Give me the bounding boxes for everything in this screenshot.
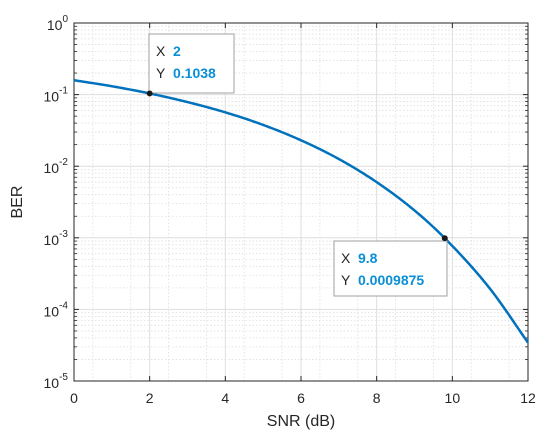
y-tick-label: 10-2 bbox=[44, 157, 69, 176]
y-tick-exponent: -2 bbox=[59, 157, 68, 168]
x-tick-label: 8 bbox=[373, 390, 381, 406]
x-tick-label: 6 bbox=[297, 390, 305, 406]
y-axis-label: BER bbox=[9, 186, 26, 219]
datatip-value: 0.0009875 bbox=[358, 272, 424, 288]
datatip-box bbox=[148, 33, 235, 94]
x-tick-label: 12 bbox=[520, 390, 536, 406]
y-tick-base: 10 bbox=[44, 160, 60, 176]
y-tick-label: 100 bbox=[47, 14, 69, 33]
y-tick-exponent: 0 bbox=[62, 14, 68, 25]
datatip: X 2Y 0.1038 bbox=[146, 33, 235, 97]
datatip-axis-label: X bbox=[341, 250, 351, 266]
y-tick-exponent: -5 bbox=[59, 372, 68, 383]
datatip-axis-label: Y bbox=[156, 65, 166, 81]
y-tick-exponent: -3 bbox=[59, 229, 68, 240]
y-tick-label: 10-1 bbox=[44, 86, 69, 105]
datatip-axis-label: X bbox=[156, 43, 166, 59]
y-tick-base: 10 bbox=[44, 232, 60, 248]
axis-ticks bbox=[73, 22, 529, 382]
x-tick-label: 0 bbox=[70, 390, 78, 406]
y-tick-base: 10 bbox=[47, 17, 63, 33]
y-tick-base: 10 bbox=[44, 375, 60, 391]
y-tick-label: 10-3 bbox=[44, 229, 69, 248]
x-tick-labels: 0 2 4 6 8 10 12 bbox=[70, 390, 536, 406]
datatip-value: 2 bbox=[173, 43, 181, 59]
y-tick-base: 10 bbox=[44, 303, 60, 319]
y-tick-label: 10-5 bbox=[44, 372, 69, 391]
y-tick-exponent: -4 bbox=[59, 300, 68, 311]
datatip: X 9.8 Y 0.0009875 bbox=[333, 235, 448, 297]
datatip-marker bbox=[146, 90, 153, 97]
y-tick-label: 10-4 bbox=[44, 300, 69, 319]
datatip-axis-label: Y bbox=[341, 272, 351, 288]
datatip-value: 0.1038 bbox=[173, 65, 216, 81]
y-tick-exponent: -1 bbox=[59, 86, 68, 97]
datatip-box bbox=[333, 240, 448, 297]
x-tick-label: 4 bbox=[221, 390, 229, 406]
x-tick-label: 2 bbox=[146, 390, 154, 406]
x-axis-label: SNR (dB) bbox=[267, 413, 335, 430]
datatip-value: 9.8 bbox=[358, 250, 378, 266]
x-tick-label: 10 bbox=[445, 390, 461, 406]
y-tick-base: 10 bbox=[44, 89, 60, 105]
datatip-marker bbox=[441, 235, 448, 242]
